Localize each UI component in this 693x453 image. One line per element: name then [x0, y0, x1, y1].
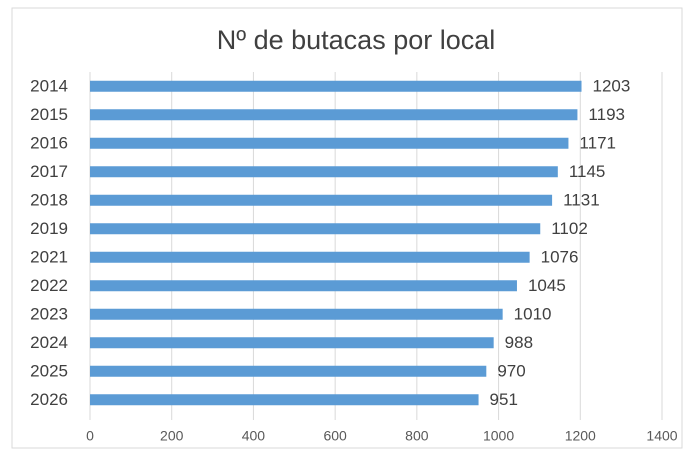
- x-tick-label: 1400: [646, 428, 677, 444]
- value-label: 1045: [528, 276, 566, 295]
- y-tick-label: 2016: [30, 134, 68, 153]
- value-label: 970: [497, 362, 525, 381]
- value-label: 1010: [514, 305, 552, 324]
- y-tick-label: 2018: [30, 191, 68, 210]
- y-tick-label: 2024: [30, 333, 68, 352]
- value-label: 1193: [588, 105, 625, 124]
- chart-title: Nº de butacas por local: [217, 25, 496, 55]
- y-tick-label: 2026: [30, 390, 68, 409]
- bar: [90, 337, 494, 349]
- bar: [90, 308, 503, 320]
- value-label: 1102: [551, 219, 588, 238]
- x-tick-label: 1000: [483, 428, 514, 444]
- x-tick-label: 800: [405, 428, 429, 444]
- bar: [90, 394, 479, 406]
- x-tick-label: 400: [242, 428, 266, 444]
- y-tick-label: 2022: [30, 276, 68, 295]
- value-label: 951: [490, 390, 518, 409]
- y-tick-label: 2015: [30, 105, 68, 124]
- bar: [90, 251, 530, 263]
- bar: [90, 109, 578, 121]
- x-tick-label: 600: [323, 428, 347, 444]
- y-tick-label: 2021: [30, 248, 68, 267]
- value-label: 1203: [593, 77, 631, 96]
- bar: [90, 223, 541, 235]
- bar: [90, 194, 553, 206]
- x-tick-label: 0: [86, 428, 94, 444]
- bar: [90, 80, 582, 92]
- value-label: 1131: [563, 191, 600, 210]
- value-label: 1145: [569, 162, 606, 181]
- y-tick-label: 2017: [30, 162, 68, 181]
- y-tick-label: 2014: [30, 77, 68, 96]
- bar: [90, 166, 558, 178]
- bar: [90, 365, 487, 377]
- x-tick-label: 1200: [565, 428, 596, 444]
- y-tick-label: 2023: [30, 305, 68, 324]
- y-tick-label: 2025: [30, 362, 68, 381]
- value-label: 988: [505, 333, 533, 352]
- x-tick-label: 200: [160, 428, 184, 444]
- bar: [90, 280, 517, 292]
- y-tick-label: 2019: [30, 219, 68, 238]
- bar: [90, 137, 569, 149]
- value-label: 1171: [579, 134, 616, 153]
- value-label: 1076: [541, 248, 579, 267]
